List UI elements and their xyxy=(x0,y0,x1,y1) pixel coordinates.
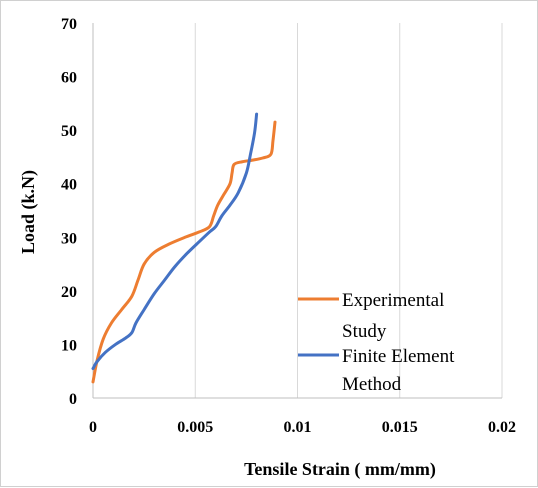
series-lines xyxy=(91,112,277,384)
x-tick-label: 0.005 xyxy=(177,419,213,436)
y-tick-label: 20 xyxy=(61,284,77,301)
x-tick-label: 0.015 xyxy=(382,419,418,436)
legend-label-fem-line2: Method xyxy=(342,374,402,395)
y-tick-label: 50 xyxy=(61,123,77,140)
legend-label-experimental-line2: Study xyxy=(342,321,387,342)
y-axis-title: Load (k.N) xyxy=(18,170,39,254)
grid-lines xyxy=(194,23,503,398)
series-line-fem xyxy=(91,112,259,371)
x-axis-title: Tensile Strain ( mm/mm) xyxy=(244,459,436,480)
y-tick-label: 70 xyxy=(61,16,77,33)
y-tick-label: 60 xyxy=(61,70,77,87)
y-tick-label: 40 xyxy=(61,177,77,194)
legend-label-fem-line1: Finite Element xyxy=(342,346,455,367)
y-tick-labels: 0 10 20 30 40 50 60 70 xyxy=(61,16,77,408)
y-tick-label: 0 xyxy=(69,391,77,408)
x-tick-label: 0.02 xyxy=(488,419,516,436)
axes xyxy=(92,23,502,399)
x-tick-label: 0 xyxy=(89,419,97,436)
y-tick-label: 10 xyxy=(61,337,77,354)
x-tick-label: 0.01 xyxy=(284,419,312,436)
legend-label-experimental-line1: Experimental xyxy=(342,290,444,311)
x-tick-labels: 0 0.005 0.01 0.015 0.02 xyxy=(89,419,516,436)
series-line-experimental xyxy=(91,120,277,384)
y-tick-label: 30 xyxy=(61,230,77,247)
legend: Experimental Study Finite Element Method xyxy=(298,290,455,395)
